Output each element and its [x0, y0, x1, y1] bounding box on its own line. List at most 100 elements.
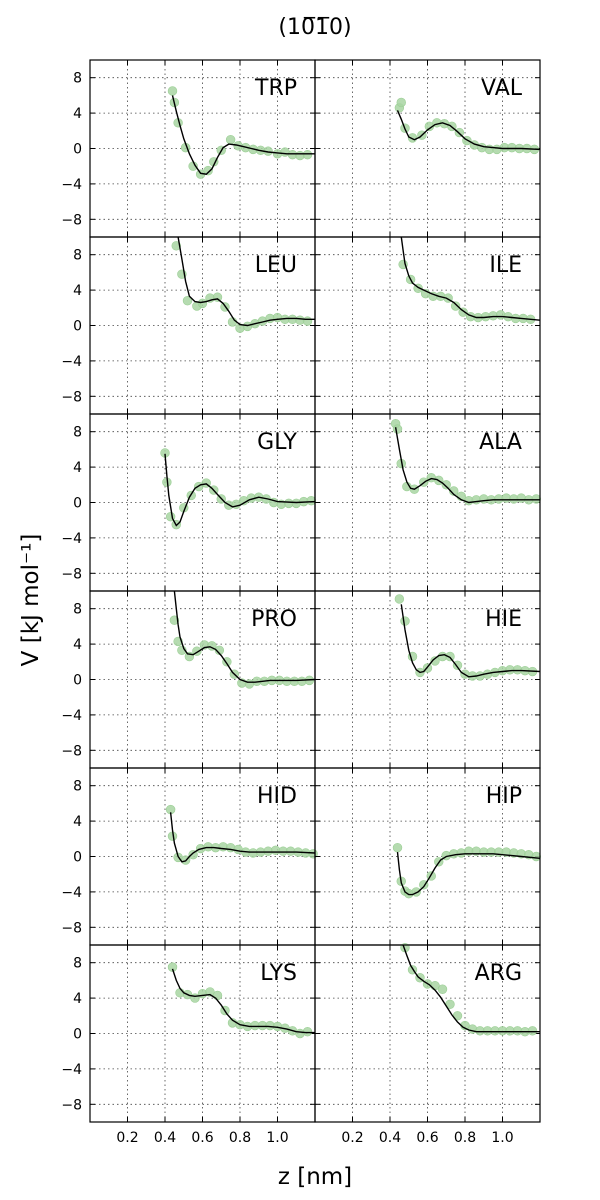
y-tick-label: 0: [73, 142, 82, 158]
y-tick-label: 4: [73, 460, 82, 476]
y-axis-label: V [kJ mol⁻¹]: [18, 534, 44, 667]
x-tick-label: 0.2: [116, 1130, 138, 1146]
panel-frame: [314, 944, 541, 1123]
data-point: [531, 494, 541, 504]
data-point: [225, 134, 236, 145]
y-tick-label: 8: [73, 71, 82, 87]
y-tick-label: −8: [61, 920, 82, 936]
panel-hie: HIE: [314, 590, 541, 769]
y-tick-label: −4: [61, 354, 82, 370]
panel-ile: ILE: [314, 236, 541, 415]
fit-curve-line: [400, 237, 540, 321]
panel-hid: 8 4 0 −4 −8 HID: [61, 767, 318, 946]
panel-label: ILE: [489, 253, 522, 278]
data-point: [302, 149, 313, 160]
panel-label: LYS: [260, 961, 297, 986]
panel-arg: 0.2 0.4 0.6 0.8 1.0 ARG: [314, 942, 541, 1146]
fit-curve-line: [164, 453, 315, 527]
fit-curve-line: [171, 968, 315, 1034]
y-tick-label: 4: [73, 637, 82, 653]
x-tick-label: 1.0: [491, 1130, 513, 1146]
data-point: [182, 296, 193, 306]
y-tick-label: −8: [61, 1097, 82, 1113]
panel-label: VAL: [481, 76, 523, 101]
data-point: [203, 165, 213, 176]
y-tick-label: 0: [73, 673, 82, 689]
fit-curve-line: [400, 604, 540, 678]
data-point: [171, 241, 181, 251]
data-point: [450, 301, 461, 311]
y-tick-label: 8: [73, 779, 82, 795]
x-tick-label: 0.8: [229, 1130, 251, 1146]
y-tick-label: 0: [73, 496, 82, 512]
x-tick-label: 0.4: [379, 1130, 401, 1146]
fit-curve-line: [394, 427, 540, 504]
x-tick-label: 0.2: [341, 1130, 363, 1146]
data-point: [212, 990, 223, 1001]
data-point: [188, 850, 198, 860]
data-point: [424, 121, 435, 132]
data-point: [302, 316, 313, 326]
y-tick-label: 0: [73, 850, 82, 866]
panel-lys: 8 4 0 −4 −8 0.2 0.4 0.6 0.8 1.0 LYS: [61, 944, 316, 1146]
panel-label: HID: [257, 784, 297, 809]
data-point: [169, 615, 180, 625]
data-point: [445, 651, 455, 662]
panel-label: ARG: [475, 961, 522, 986]
data-point: [396, 97, 406, 108]
data-point: [430, 656, 440, 666]
panel-label: LEU: [255, 253, 297, 278]
y-tick-label: −8: [61, 389, 82, 405]
panel-hip: HIP: [314, 767, 541, 946]
y-tick-label: −4: [61, 177, 82, 193]
y-tick-label: 4: [73, 283, 82, 299]
y-tick-label: 4: [73, 106, 82, 122]
panel-label: TRP: [254, 76, 297, 101]
panel-val: VAL: [314, 59, 541, 238]
data-point: [394, 594, 405, 604]
fit-curve-line: [169, 812, 315, 863]
x-tick-label: 1.0: [266, 1130, 288, 1146]
data-point: [441, 480, 451, 490]
data-point: [212, 292, 223, 302]
y-tick-label: 0: [73, 1027, 82, 1043]
y-tick-label: 4: [73, 991, 82, 1007]
fit-curve-line: [402, 945, 540, 1033]
panel-label: HIP: [486, 784, 522, 809]
y-tick-label: 8: [73, 956, 82, 972]
panel-label: HIE: [485, 607, 522, 632]
panel-gly: 8 4 0 −4 −8 GLY: [61, 413, 316, 592]
panel-ala: ALA: [314, 413, 541, 592]
y-tick-label: −4: [61, 1062, 82, 1078]
data-point: [531, 851, 541, 862]
y-tick-label: 0: [73, 319, 82, 335]
data-point: [205, 987, 215, 997]
data-point: [392, 424, 403, 434]
y-tick-label: 4: [73, 814, 82, 830]
y-tick-label: −8: [61, 743, 82, 759]
y-tick-label: −4: [61, 531, 82, 547]
data-point: [167, 86, 178, 96]
data-point: [302, 1027, 313, 1037]
panel-label: ALA: [479, 430, 522, 455]
fit-curve-line: [171, 95, 315, 175]
data-point: [392, 842, 403, 853]
x-tick-label: 0.6: [416, 1130, 438, 1146]
fit-curve-line: [173, 591, 315, 683]
x-tick-label: 0.8: [454, 1130, 476, 1146]
data-point: [167, 962, 178, 972]
data-point: [214, 645, 225, 655]
y-tick-label: −8: [61, 566, 82, 582]
y-tick-label: −4: [61, 708, 82, 724]
fit-curve-line: [177, 237, 315, 327]
y-tick-label: 8: [73, 248, 82, 264]
data-point: [449, 486, 459, 496]
panel-label: GLY: [257, 430, 297, 455]
fit-curve-line: [396, 852, 540, 896]
x-tick-label: 0.6: [191, 1130, 213, 1146]
figure-title: (10̅1̅0): [278, 15, 351, 40]
y-tick-label: 8: [73, 602, 82, 618]
x-axis-label: z [nm]: [278, 1164, 352, 1190]
data-point: [527, 1026, 538, 1036]
